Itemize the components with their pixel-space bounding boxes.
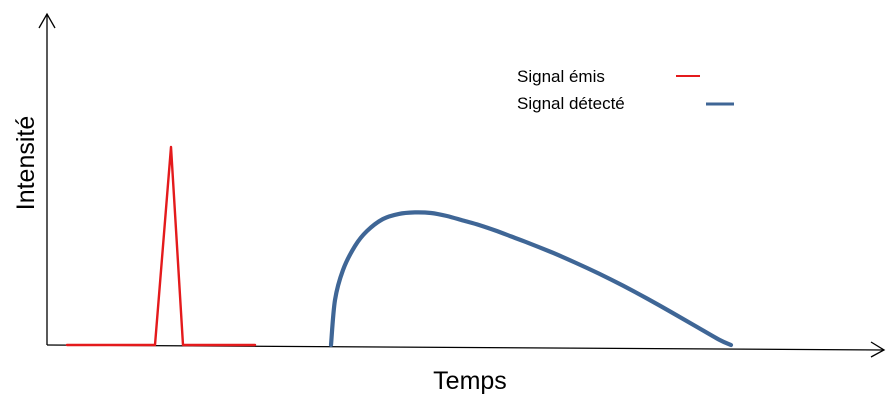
series-line-emitted	[65, 145, 257, 347]
legend-entry-detected: Signal détecté	[517, 94, 734, 113]
y-axis-label: Intensité	[12, 116, 40, 211]
y-axis-arrow-icon	[38, 12, 56, 29]
x-axis-arrow-icon	[870, 341, 886, 358]
series-line-detected	[328, 210, 734, 348]
legend-label-emitted: Signal émis	[517, 67, 605, 86]
legend: Signal émis Signal détecté	[517, 67, 734, 113]
legend-label-detected: Signal détecté	[517, 94, 625, 113]
legend-entry-emitted: Signal émis	[517, 67, 700, 86]
series-layer	[65, 145, 734, 348]
axes	[38, 12, 886, 358]
x-axis-label: Temps	[433, 367, 507, 395]
x-axis	[46, 344, 885, 351]
